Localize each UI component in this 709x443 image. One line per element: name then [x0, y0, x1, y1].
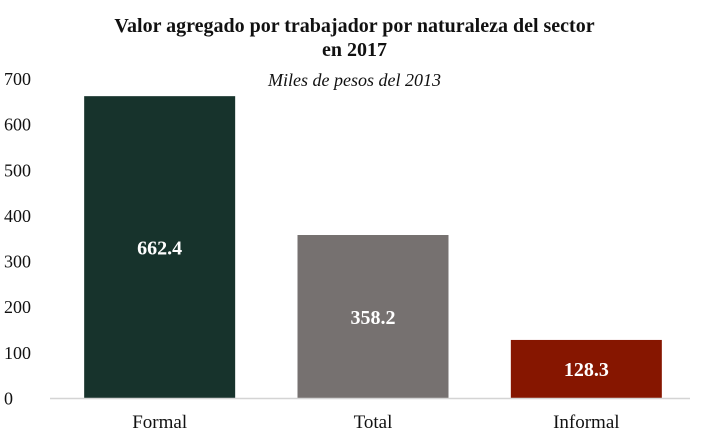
y-tick-label: 0: [4, 389, 13, 409]
y-tick-label: 600: [4, 115, 31, 135]
x-tick-label: Informal: [553, 412, 619, 433]
y-tick-label: 500: [4, 160, 31, 180]
chart-subtitle: Miles de pesos del 2013: [268, 70, 441, 90]
data-label: 662.4: [137, 237, 182, 259]
y-tick-label: 300: [4, 252, 31, 272]
data-label: 128.3: [564, 359, 609, 381]
y-tick-label: 400: [4, 206, 31, 226]
chart-title: Valor agregado por trabajador por natura…: [0, 14, 709, 62]
y-tick-label: 700: [4, 69, 31, 89]
x-tick-label: Total: [354, 412, 393, 433]
title-line-1: Valor agregado por trabajador por natura…: [114, 15, 595, 37]
data-label: 358.2: [351, 307, 396, 329]
y-tick-label: 100: [4, 343, 31, 363]
bar-informal: [510, 339, 662, 399]
x-tick-label: Formal: [132, 412, 187, 433]
bar-total: [297, 235, 449, 399]
bar-formal: [84, 96, 236, 399]
y-tick-label: 200: [4, 297, 31, 317]
title-line-2: en 2017: [322, 39, 387, 61]
